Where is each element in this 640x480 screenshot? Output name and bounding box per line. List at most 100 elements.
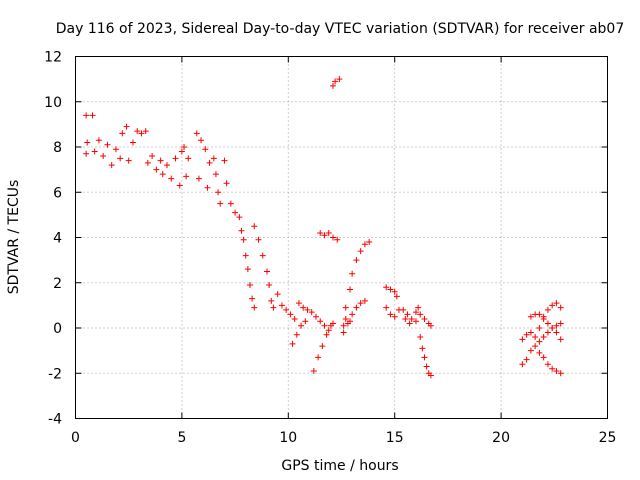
data-point bbox=[278, 302, 285, 309]
y-tick-label: 6 bbox=[53, 185, 62, 201]
data-point bbox=[317, 318, 324, 325]
data-point bbox=[185, 155, 192, 162]
data-point bbox=[164, 162, 171, 169]
data-point bbox=[117, 155, 124, 162]
plot-frame bbox=[75, 56, 608, 419]
data-point bbox=[246, 282, 253, 289]
y-tick-label: 8 bbox=[53, 140, 62, 156]
data-point bbox=[406, 320, 413, 327]
data-point bbox=[540, 334, 547, 341]
data-point bbox=[193, 130, 200, 137]
y-tick-label: -4 bbox=[48, 412, 62, 428]
chart-title: Day 116 of 2023, Sidereal Day-to-day VTE… bbox=[56, 21, 625, 37]
data-point bbox=[100, 153, 107, 160]
data-point bbox=[387, 311, 394, 318]
y-tick-label: 4 bbox=[53, 231, 62, 247]
data-point bbox=[289, 340, 296, 347]
data-point bbox=[315, 354, 322, 361]
data-point bbox=[240, 236, 247, 243]
data-point bbox=[264, 268, 271, 275]
data-point bbox=[423, 363, 430, 370]
data-point bbox=[319, 343, 326, 350]
data-point bbox=[544, 320, 551, 327]
x-tick-label: 15 bbox=[386, 430, 404, 446]
data-point bbox=[366, 239, 373, 246]
data-point bbox=[283, 306, 290, 313]
y-tick-labels: -4 -2 0 2 4 6 8 10 12 bbox=[44, 50, 62, 428]
x-tick-label: 10 bbox=[279, 430, 297, 446]
data-point bbox=[236, 214, 243, 221]
data-point bbox=[232, 209, 239, 216]
data-point bbox=[383, 284, 390, 291]
data-point bbox=[353, 304, 360, 311]
data-point bbox=[357, 300, 364, 307]
data-point bbox=[357, 248, 364, 255]
data-point bbox=[419, 345, 426, 352]
data-point bbox=[332, 78, 339, 85]
data-point bbox=[221, 157, 228, 164]
data-point bbox=[557, 370, 564, 377]
data-point bbox=[206, 159, 213, 166]
x-tick-labels: 0 5 10 15 20 25 bbox=[71, 430, 616, 446]
data-point bbox=[308, 309, 315, 316]
x-tick-label: 5 bbox=[177, 430, 186, 446]
data-point bbox=[532, 334, 539, 341]
data-point bbox=[523, 356, 530, 363]
data-point bbox=[549, 325, 556, 331]
data-point bbox=[183, 173, 190, 180]
data-point bbox=[349, 270, 356, 277]
data-point bbox=[393, 293, 400, 300]
data-point bbox=[323, 331, 330, 338]
data-point bbox=[536, 338, 543, 345]
data-point bbox=[532, 343, 539, 350]
data-point bbox=[168, 175, 175, 182]
data-point bbox=[427, 322, 434, 329]
data-point bbox=[553, 300, 560, 307]
data-point bbox=[95, 137, 102, 144]
data-point bbox=[298, 322, 305, 329]
data-point bbox=[336, 76, 343, 83]
y-axis-label: SDTVAR / TECUs bbox=[6, 180, 22, 295]
data-point bbox=[327, 322, 334, 329]
data-point bbox=[387, 286, 394, 293]
data-point bbox=[349, 311, 356, 318]
data-point bbox=[342, 304, 349, 311]
data-point bbox=[302, 318, 309, 325]
data-point bbox=[415, 304, 422, 311]
data-point bbox=[417, 311, 424, 318]
data-point bbox=[172, 155, 179, 162]
data-point bbox=[242, 252, 249, 259]
data-point bbox=[536, 325, 543, 331]
data-point bbox=[549, 302, 556, 309]
data-point bbox=[400, 306, 407, 313]
data-point bbox=[557, 304, 564, 311]
data-point bbox=[361, 241, 368, 248]
data-point bbox=[266, 282, 273, 289]
data-point bbox=[195, 175, 202, 182]
data-point bbox=[540, 313, 547, 320]
data-point bbox=[259, 252, 266, 259]
data-point bbox=[204, 184, 211, 191]
data-point bbox=[391, 313, 398, 320]
data-point bbox=[255, 236, 262, 243]
data-point bbox=[91, 148, 98, 155]
data-point bbox=[361, 297, 368, 304]
y-tick-label: 0 bbox=[53, 321, 62, 337]
data-point bbox=[123, 123, 130, 130]
data-point bbox=[391, 288, 398, 295]
data-point bbox=[83, 150, 90, 157]
data-point bbox=[153, 166, 160, 173]
data-point bbox=[347, 318, 354, 325]
data-point bbox=[421, 354, 428, 361]
data-point bbox=[227, 200, 234, 207]
data-point bbox=[119, 130, 126, 137]
y-tick-label: -2 bbox=[48, 366, 62, 382]
data-point bbox=[557, 320, 564, 327]
data-point bbox=[238, 227, 245, 234]
data-point bbox=[176, 182, 183, 189]
data-point bbox=[198, 137, 205, 144]
data-point bbox=[527, 313, 534, 320]
data-point bbox=[329, 234, 336, 241]
data-point bbox=[536, 311, 543, 318]
